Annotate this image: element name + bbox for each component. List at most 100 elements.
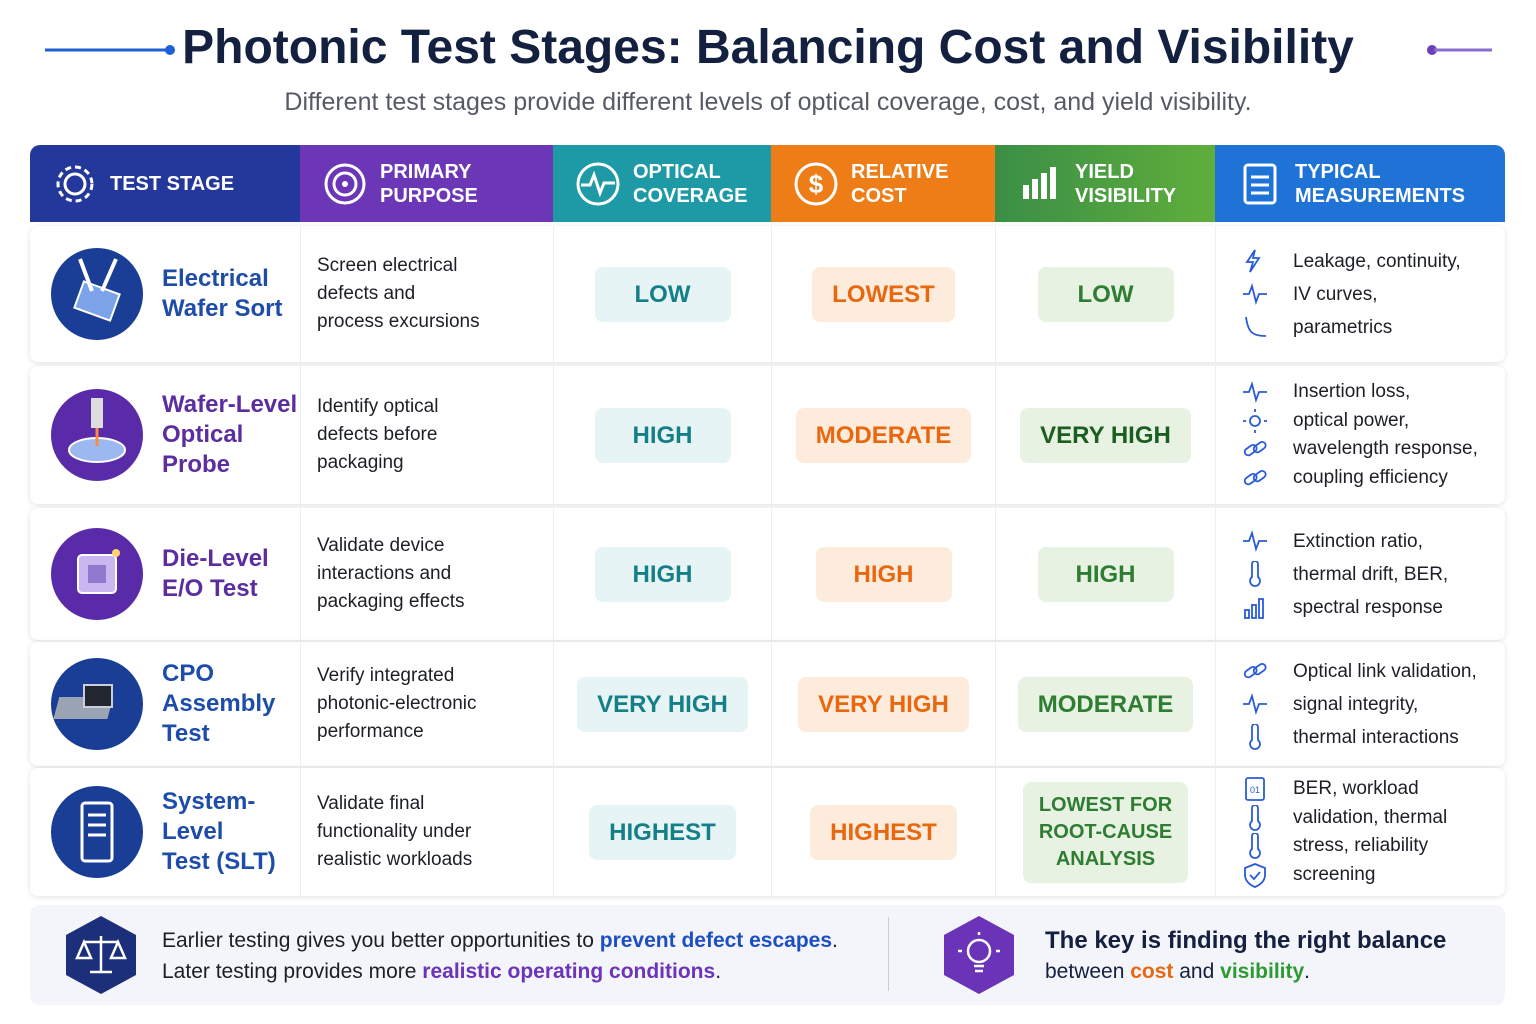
measurement-icon-svg	[1249, 803, 1261, 831]
stage-line: Optical Probe	[162, 421, 244, 478]
measurement-line: wavelength response,	[1293, 438, 1478, 459]
header-line: OPTICAL	[633, 160, 721, 183]
purpose: Identify optical defects before packaging	[301, 393, 553, 477]
measurement-line: Optical link validation,	[1293, 660, 1477, 682]
footer-left: Earlier testing gives you better opportu…	[162, 925, 838, 987]
table-row: CPO Assembly Test Verify integrated photoni…	[30, 642, 1505, 766]
measurement-icon-svg	[1243, 529, 1267, 553]
header-icon	[324, 163, 366, 205]
badge-line: HIGH	[632, 560, 693, 588]
badge-line: MODERATE	[1037, 690, 1174, 718]
measurement-line: validation, thermal	[1293, 806, 1448, 828]
footer-left-line: Earlier testing gives you better opportu…	[162, 925, 838, 956]
table-row: Die-Level E/O Test Validate device interact…	[30, 508, 1505, 640]
measurement-line: Leakage, continuity,	[1293, 250, 1461, 272]
stage-icon-svg	[51, 658, 143, 750]
measurement-line: optical power,	[1293, 409, 1410, 431]
footer-text: Earlier testing gives you better opportu…	[162, 929, 600, 952]
stage-line: Wafer Sort	[162, 295, 283, 322]
measurement-line: screening	[1293, 863, 1376, 885]
purpose: Screen electrical defects and process excu…	[301, 252, 553, 336]
footer-text: and	[1173, 960, 1221, 983]
title-deco	[1427, 45, 1492, 55]
column-header: OPTICAL COVERAGE	[553, 145, 771, 222]
table-row: Wafer-Level Optical Probe Identify optical…	[30, 366, 1505, 504]
measurement-icon	[1242, 314, 1268, 340]
footer: Earlier testing gives you better opportu…	[30, 905, 1505, 1005]
badge-line: VERY HIGH	[1040, 421, 1171, 449]
balance-icon	[66, 916, 136, 994]
stage-cell: Electrical Wafer Sort	[30, 226, 300, 362]
cost-badge: HIGHEST	[810, 804, 957, 860]
badge-line: HIGHEST	[609, 818, 716, 846]
header-text: PRIMARY PURPOSE	[380, 160, 553, 208]
measurements: Extinction ratio, thermal drift, BER, spec…	[1216, 525, 1505, 624]
purpose-cell: Verify integrated photonic-electronic perf…	[300, 642, 553, 766]
measurement-icon	[1242, 436, 1268, 462]
badge-line: LOWEST FOR	[1038, 793, 1173, 816]
measurement-icon-svg	[1243, 692, 1267, 716]
cost-badge: LOWEST	[812, 266, 955, 322]
cost-badge: VERY HIGH	[798, 676, 969, 732]
measurement-line: IV curves,	[1293, 283, 1378, 305]
stage-name: Wafer-Level Optical Probe	[162, 390, 300, 480]
footer-right-line: The key is finding the right balance	[1045, 925, 1446, 956]
column-header: YIELD VISIBILITY	[995, 145, 1215, 222]
header-line: RELATIVE	[851, 160, 949, 183]
header-icon	[576, 162, 620, 206]
header-line: COST	[851, 184, 907, 207]
coverage-cell: HIGH	[553, 508, 771, 640]
visibility-badge: MODERATE	[1017, 676, 1194, 732]
header-text: RELATIVE COST	[851, 160, 948, 208]
measurement-icon-svg	[1249, 832, 1261, 860]
table-row: Electrical Wafer Sort Screen electrical def…	[30, 226, 1505, 362]
measurement-line: stress, reliability	[1293, 835, 1429, 856]
header-line: TYPICAL	[1295, 160, 1381, 183]
purpose-line: performance	[317, 721, 424, 742]
purpose-line: Identify optical	[317, 396, 439, 417]
measurement-icon-svg	[1243, 381, 1267, 404]
footer-text: .	[1304, 960, 1311, 983]
measurement-icon	[1242, 465, 1268, 491]
measurement-icon-svg	[1249, 560, 1261, 587]
footer-text: The key is finding the right balance	[1045, 927, 1447, 954]
badge-line: LOWEST	[832, 280, 935, 308]
measurement-icon	[1242, 248, 1268, 274]
stage-icon	[50, 657, 144, 751]
stage-name: System-Level Test (SLT)	[162, 787, 300, 877]
footer-right-line: between cost and visibility.	[1045, 956, 1446, 987]
stage-cell: System-Level Test (SLT)	[30, 768, 300, 896]
purpose-line: packaging effects	[317, 591, 465, 612]
measurement-icon: 01	[1242, 776, 1268, 802]
badge-line: HIGH	[632, 421, 693, 449]
subtitle: Different test stages provide different …	[284, 88, 1252, 116]
stage-name: Electrical Wafer Sort	[162, 264, 300, 324]
purpose-line: defects and	[317, 283, 416, 304]
measurement-line: spectral response	[1293, 596, 1443, 618]
header-line: VISIBILITY	[1075, 184, 1177, 207]
stage-cell: Wafer-Level Optical Probe	[30, 366, 300, 504]
badge-line: HIGH	[1075, 560, 1136, 588]
header-icon	[56, 165, 94, 203]
measurement-icon-svg	[1243, 282, 1267, 306]
measurement-line: signal integrity,	[1293, 693, 1419, 715]
measurement-line: BER, workload	[1293, 778, 1419, 799]
stage-icon-svg	[51, 389, 143, 481]
measurement-icon-svg	[1245, 316, 1267, 337]
stage-line: Test (SLT)	[162, 848, 276, 875]
stage-icon	[50, 785, 144, 879]
measurement-icon	[1242, 594, 1268, 620]
measurement-icon-svg	[1249, 723, 1261, 750]
stage-line: Wafer-Level	[162, 391, 298, 418]
coverage-cell: VERY HIGH	[553, 642, 771, 766]
measurement-icon	[1242, 281, 1268, 307]
badge-line: LOW	[634, 280, 691, 308]
purpose-line: packaging	[317, 452, 404, 473]
footer-text: Later testing provides more	[162, 960, 423, 983]
measurement-icon	[1242, 379, 1268, 405]
purpose: Verify integrated photonic-electronic perf…	[301, 662, 553, 746]
coverage-badge: LOW	[594, 266, 731, 322]
visibility-cell: MODERATE	[995, 642, 1215, 766]
visibility-badge: LOW	[1037, 266, 1174, 322]
